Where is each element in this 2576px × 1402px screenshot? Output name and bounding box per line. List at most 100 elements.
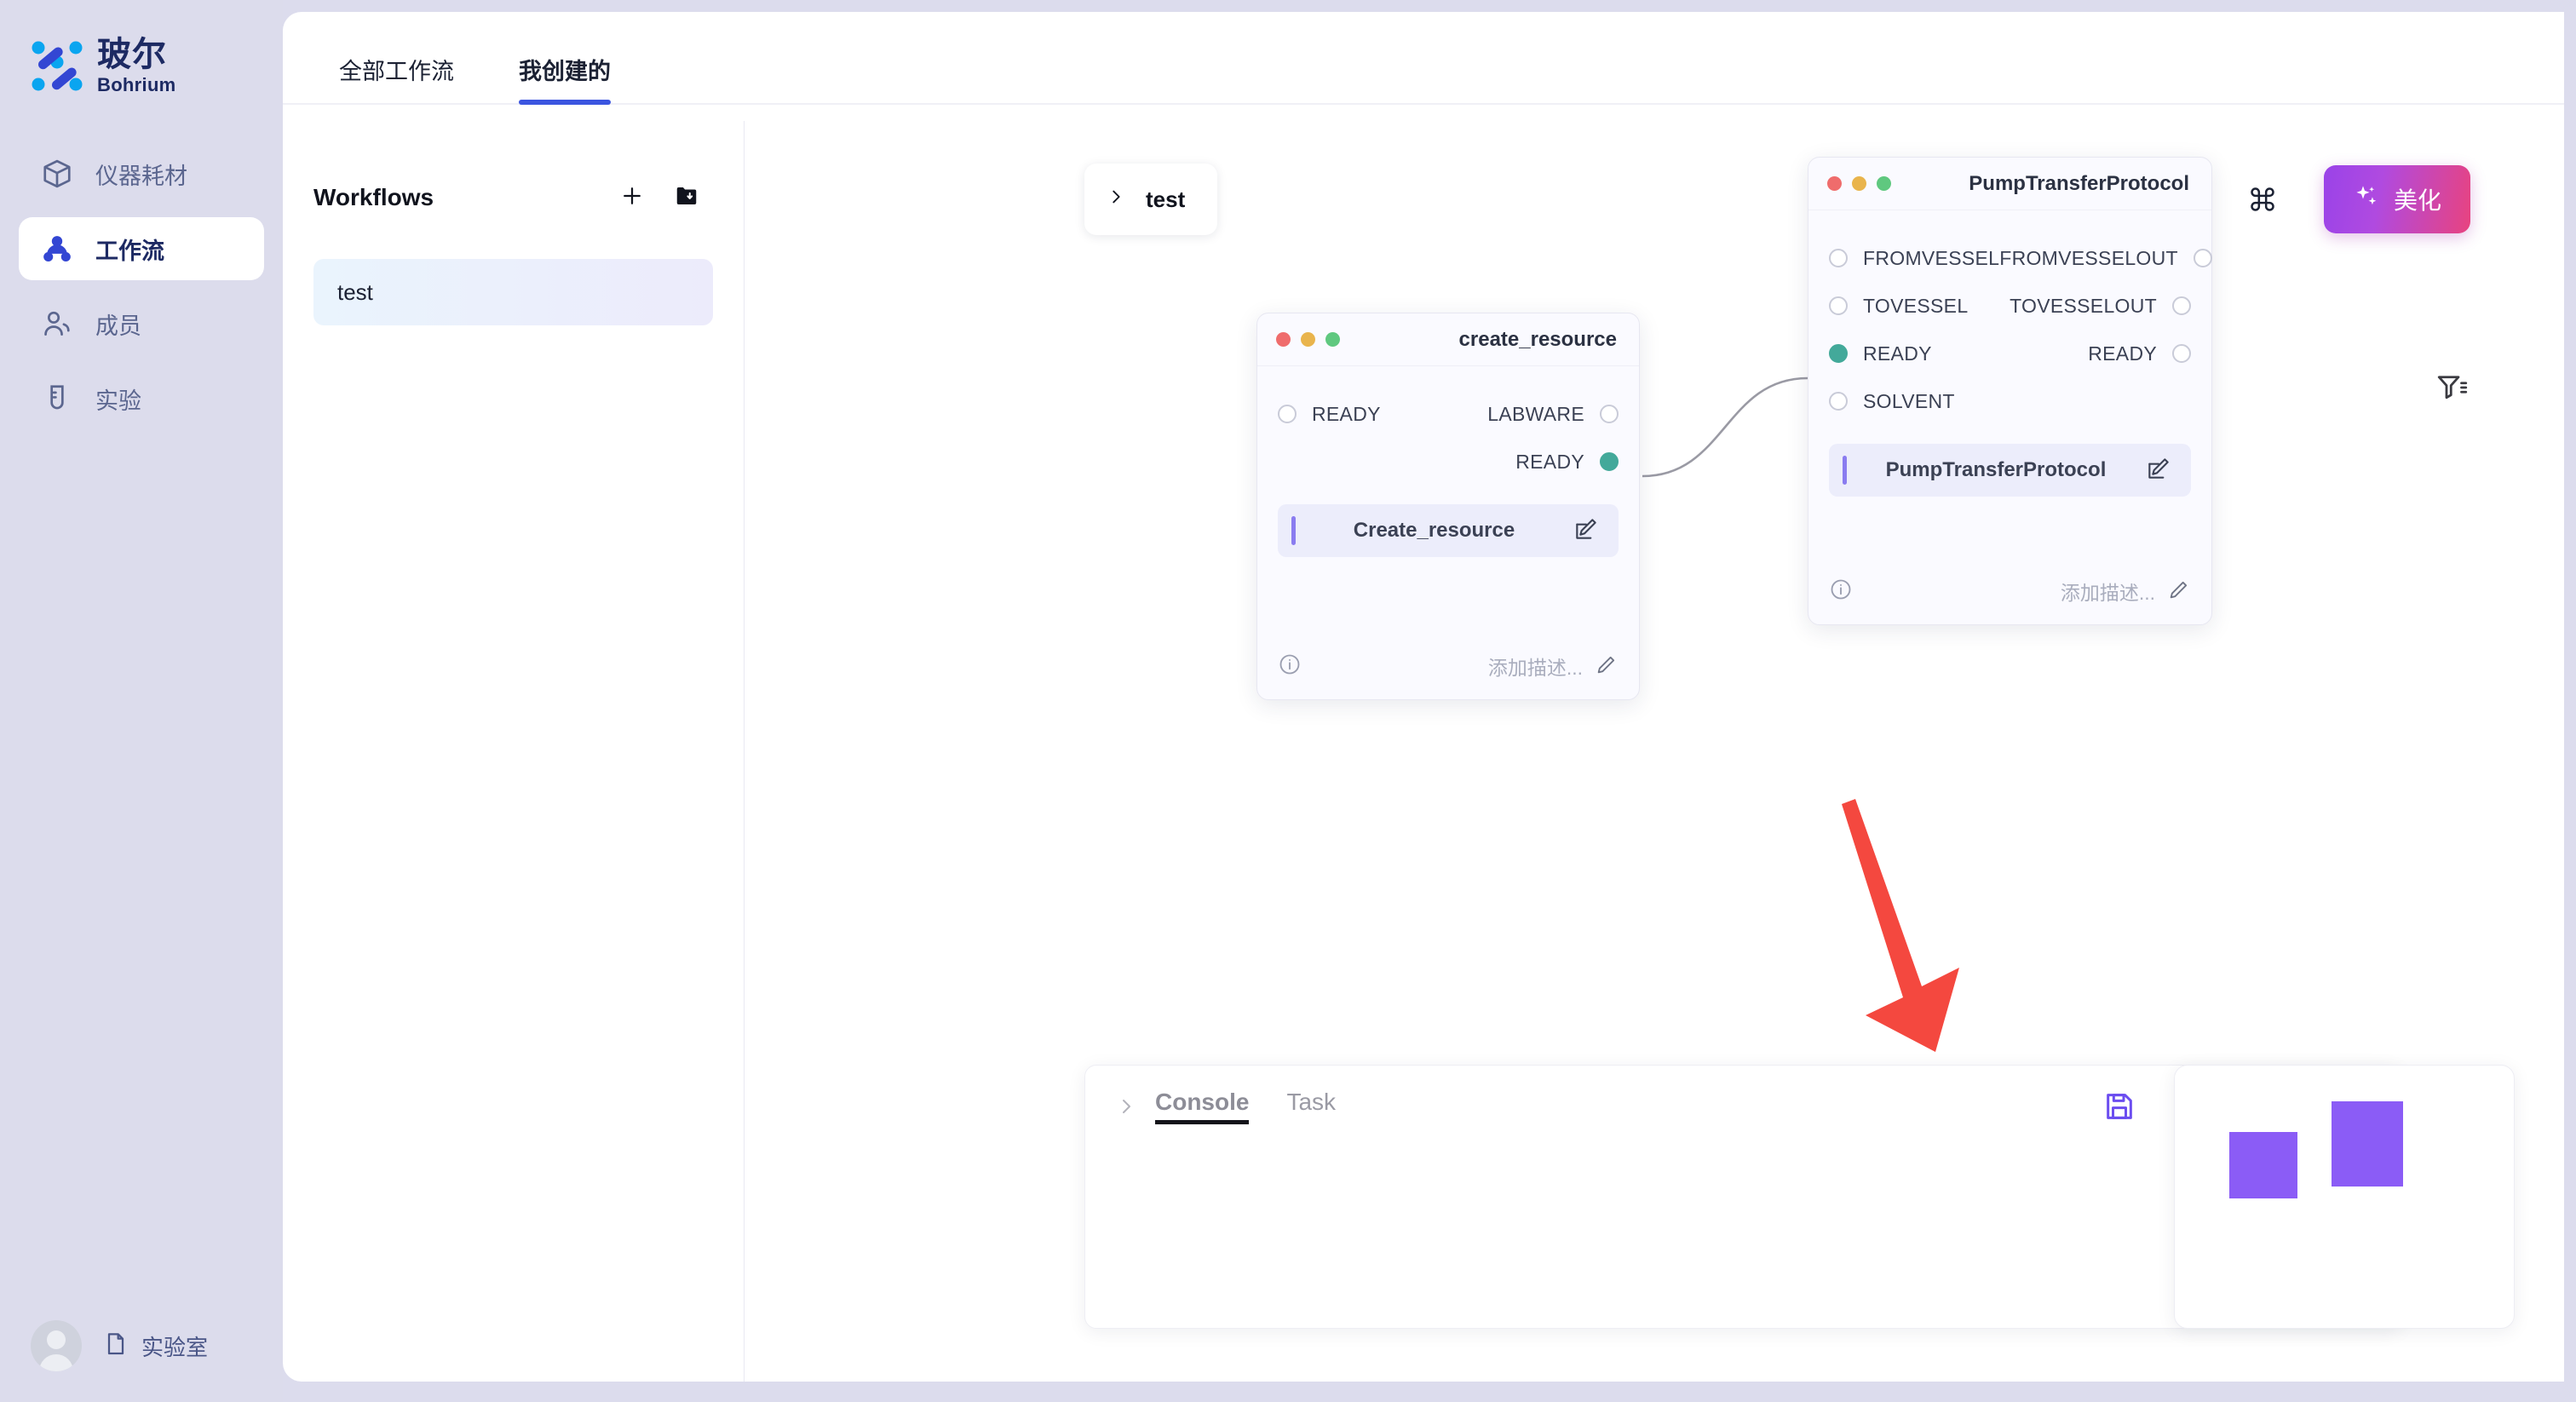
node-description-placeholder[interactable]: 添加描述...	[2060, 582, 2155, 604]
breadcrumb-label: test	[1146, 186, 1186, 212]
beautify-label: 美化	[2393, 187, 2441, 214]
chip-accent-bar	[1843, 456, 1847, 485]
node-ports: READY LABWARE READY	[1257, 366, 1639, 557]
folder-download-icon	[674, 183, 699, 213]
node-footer: 添加描述...	[1808, 558, 2211, 624]
chip-label: PumpTransferProtocol	[1885, 458, 2107, 481]
window-dot-green[interactable]	[1325, 332, 1340, 347]
breadcrumb[interactable]: test	[1084, 164, 1217, 235]
plus-icon	[619, 183, 645, 213]
sidebar-footer: 实验室	[0, 1320, 283, 1371]
node-title: create_resource	[1458, 327, 1617, 351]
sidebar-item-workflow[interactable]: 工作流	[19, 217, 264, 280]
filter-icon[interactable]	[2433, 368, 2472, 407]
info-circle-icon[interactable]	[1278, 652, 1302, 681]
node-pump-transfer-protocol[interactable]: PumpTransferProtocol FROMVESSEL FROMVESS…	[1808, 157, 2212, 625]
edit-square-icon[interactable]	[2145, 455, 2172, 486]
node-titlebar: create_resource	[1257, 313, 1639, 366]
port-row: READY LABWARE	[1278, 390, 1619, 438]
input-port[interactable]	[1829, 249, 1848, 267]
window-dot-yellow[interactable]	[1852, 176, 1866, 191]
port-row: TOVESSEL TOVESSELOUT	[1829, 282, 2191, 330]
console-tab-task[interactable]: Task	[1286, 1089, 1337, 1115]
input-port[interactable]	[1829, 392, 1848, 411]
sidebar: 玻尔 Bohrium 仪器耗材	[0, 0, 283, 1402]
sidebar-item-label: 成员	[95, 313, 141, 339]
input-port-label: FROMVESSEL	[1863, 246, 2000, 269]
workflow-list: test	[313, 259, 713, 325]
minimap-node	[2229, 1132, 2297, 1198]
port-row: FROMVESSEL FROMVESSELOUT	[1829, 234, 2212, 282]
output-port[interactable]	[2193, 249, 2212, 267]
sparkles-icon	[2353, 183, 2380, 216]
users-icon	[41, 307, 73, 340]
port-row: SOLVENT	[1829, 377, 2191, 425]
output-port[interactable]	[1600, 405, 1619, 423]
window-dots	[1276, 332, 1340, 347]
save-icon[interactable]	[2102, 1089, 2136, 1123]
port-row: READY	[1278, 438, 1619, 486]
brand-logo-block: 玻尔 Bohrium	[0, 0, 283, 95]
output-port[interactable]	[2172, 296, 2191, 315]
pencil-icon[interactable]	[1595, 652, 1619, 681]
node-ports: FROMVESSEL FROMVESSELOUT TOVESSEL	[1808, 210, 2212, 497]
node-description-placeholder[interactable]: 添加描述...	[1487, 657, 1583, 679]
output-port-label: FROMVESSELOUT	[1999, 246, 2178, 269]
canvas-toolbar: 美化	[2244, 165, 2470, 233]
user-avatar-icon[interactable]	[31, 1320, 82, 1371]
test-tube-icon	[41, 382, 73, 415]
output-port[interactable]	[2172, 344, 2191, 363]
chevron-right-icon[interactable]	[1116, 1095, 1136, 1118]
sidebar-nav: 仪器耗材 工作流	[0, 142, 283, 430]
input-port[interactable]	[1829, 344, 1848, 363]
edit-square-icon[interactable]	[1573, 515, 1600, 547]
window-dot-red[interactable]	[1827, 176, 1842, 191]
sidebar-item-label: 仪器耗材	[95, 163, 187, 189]
node-create-resource[interactable]: create_resource READY LABWARE	[1256, 313, 1640, 700]
output-port-label: TOVESSELOUT	[2010, 294, 2157, 317]
pencil-icon[interactable]	[2167, 577, 2191, 606]
chip-accent-bar	[1291, 516, 1296, 545]
sidebar-item-label: 实验	[95, 388, 141, 414]
workflow-nodes-icon	[41, 233, 73, 265]
workflow-canvas[interactable]: test 美化	[745, 121, 2564, 1382]
chevron-right-icon	[1107, 186, 1125, 214]
canvas-minimap[interactable]	[2174, 1065, 2515, 1329]
chip-label: Create_resource	[1353, 519, 1515, 542]
node-protocol-chip[interactable]: PumpTransferProtocol	[1829, 444, 2191, 497]
window-dots	[1827, 176, 1891, 191]
output-port-label: READY	[2088, 342, 2157, 365]
window-dot-yellow[interactable]	[1301, 332, 1315, 347]
sidebar-item-experiments[interactable]: 实验	[19, 367, 264, 430]
input-port[interactable]	[1829, 296, 1848, 315]
window-dot-green[interactable]	[1877, 176, 1891, 191]
input-port[interactable]	[1278, 405, 1297, 423]
sidebar-item-instruments[interactable]: 仪器耗材	[19, 142, 264, 205]
input-port-label: TOVESSEL	[1863, 294, 1969, 317]
tab-my-workflows[interactable]: 我创建的	[519, 53, 611, 105]
tab-all-workflows[interactable]: 全部工作流	[339, 59, 454, 84]
beautify-button[interactable]: 美化	[2323, 165, 2470, 233]
bohrium-logo-icon	[31, 40, 83, 93]
brand-name-cn: 玻尔	[97, 36, 167, 73]
sidebar-item-members[interactable]: 成员	[19, 292, 264, 355]
node-title: PumpTransferProtocol	[1969, 171, 2189, 195]
lab-switcher[interactable]: 实验室	[102, 1330, 208, 1363]
node-protocol-chip[interactable]: Create_resource	[1278, 504, 1619, 557]
output-port-label: LABWARE	[1487, 402, 1584, 425]
workflow-list-item-test[interactable]: test	[313, 259, 713, 325]
brand-name-en: Bohrium	[97, 74, 176, 95]
add-workflow-button[interactable]	[606, 174, 658, 221]
import-workflow-button[interactable]	[660, 174, 713, 221]
node-footer: 添加描述...	[1257, 633, 1639, 699]
sidebar-item-label: 工作流	[95, 238, 164, 264]
minimap-node	[2332, 1101, 2403, 1187]
box-icon	[41, 158, 73, 190]
grid-apps-icon[interactable]	[2244, 181, 2281, 218]
info-circle-icon[interactable]	[1829, 577, 1853, 606]
port-row: READY READY	[1829, 330, 2191, 377]
console-tab-console[interactable]: Console	[1155, 1089, 1250, 1124]
window-dot-red[interactable]	[1276, 332, 1291, 347]
output-port[interactable]	[1600, 452, 1619, 471]
